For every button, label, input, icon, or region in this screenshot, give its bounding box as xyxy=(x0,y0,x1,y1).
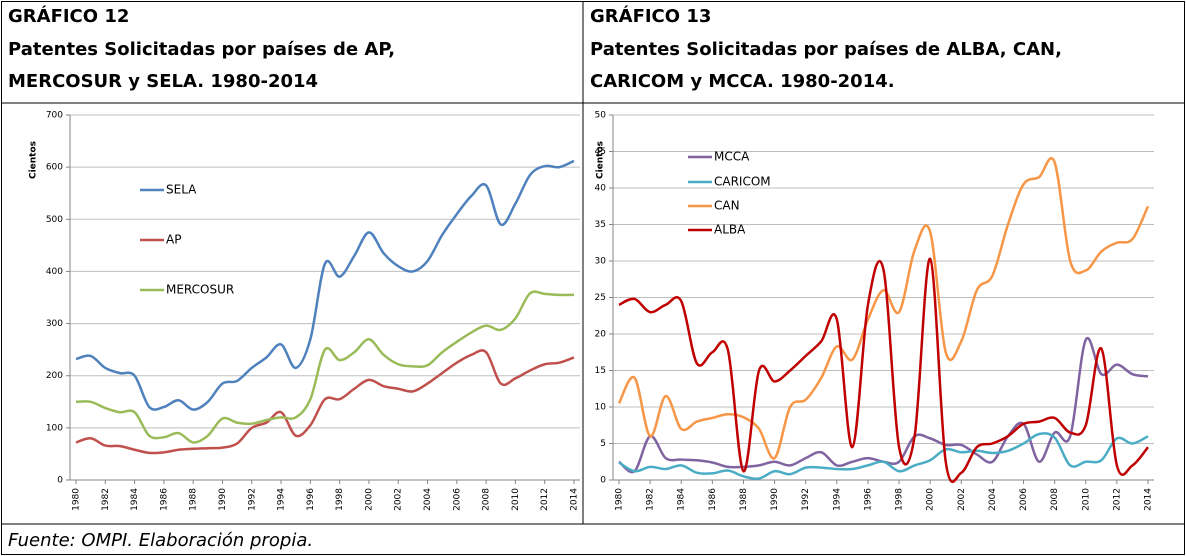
x-tick-label: 1990 xyxy=(770,488,780,511)
x-tick-label: 1996 xyxy=(863,488,873,511)
x-tick-label: 1990 xyxy=(218,488,228,511)
chart-title: MERCOSUR y SELA. 1980-2014 xyxy=(8,71,318,92)
series-line xyxy=(75,290,575,444)
x-tick-label: 2008 xyxy=(1050,488,1060,511)
x-tick-label: 2000 xyxy=(364,488,374,511)
y-tick-label: 600 xyxy=(46,163,63,173)
x-tick-label: 2002 xyxy=(957,488,967,511)
x-tick-label: 2000 xyxy=(926,488,936,511)
x-tick-label: 2014 xyxy=(1144,488,1154,511)
legend-label: MERCOSUR xyxy=(166,283,234,297)
x-tick-label: 2004 xyxy=(988,488,998,511)
x-tick-label: 2010 xyxy=(511,488,521,511)
x-tick-label: 2006 xyxy=(1019,488,1029,511)
series-line xyxy=(618,257,1149,484)
series-line xyxy=(75,159,575,411)
x-tick-label: 1994 xyxy=(277,488,287,511)
x-tick-label: 1982 xyxy=(646,488,656,511)
series-line xyxy=(75,349,575,455)
legend-label: AP xyxy=(166,233,181,247)
legend-label: ALBA xyxy=(714,223,746,237)
chart-number: GRÁFICO 12 xyxy=(8,5,129,27)
x-tick-label: 1994 xyxy=(832,488,842,511)
chart-number: GRÁFICO 13 xyxy=(590,5,711,27)
series-line xyxy=(618,336,1149,474)
y-tick-label: 40 xyxy=(595,184,607,194)
x-tick-label: 1988 xyxy=(189,488,199,511)
y-tick-label: 30 xyxy=(595,257,607,267)
x-tick-label: 2012 xyxy=(1112,488,1122,511)
x-tick-label: 2012 xyxy=(540,488,550,511)
x-tick-label: 1996 xyxy=(306,488,316,511)
x-tick-label: 1980 xyxy=(615,488,625,511)
x-tick-label: 1998 xyxy=(895,488,905,511)
y-tick-label: 20 xyxy=(595,330,607,340)
x-tick-label: 2002 xyxy=(394,488,404,511)
y-tick-label: 0 xyxy=(57,476,63,486)
y-tick-label: 700 xyxy=(46,111,63,121)
y-axis-title: Cientos xyxy=(596,141,606,179)
y-tick-label: 100 xyxy=(46,423,63,433)
y-tick-label: 500 xyxy=(46,215,63,225)
x-tick-label: 1984 xyxy=(677,488,687,511)
y-tick-label: 35 xyxy=(595,220,606,230)
x-tick-label: 2004 xyxy=(423,488,433,511)
x-tick-label: 2008 xyxy=(482,488,492,511)
chart-title: Patentes Solicitadas por países de ALBA,… xyxy=(590,39,1062,60)
y-tick-label: 15 xyxy=(595,366,606,376)
series-line xyxy=(618,432,1149,480)
x-tick-label: 1988 xyxy=(739,488,749,511)
y-tick-label: 200 xyxy=(46,371,63,381)
y-tick-label: 10 xyxy=(595,403,607,413)
x-tick-label: 2014 xyxy=(570,488,580,511)
y-axis-title: Cientos xyxy=(29,141,39,179)
x-tick-label: 1980 xyxy=(72,488,82,511)
chart-title: CARICOM y MCCA. 1980-2014. xyxy=(590,71,895,92)
legend-label: SELA xyxy=(166,183,197,197)
x-tick-label: 2006 xyxy=(452,488,462,511)
x-tick-label: 1992 xyxy=(801,488,811,511)
x-tick-label: 2010 xyxy=(1081,488,1091,511)
x-tick-label: 1984 xyxy=(130,488,140,511)
chart-title: Patentes Solicitadas por países de AP, xyxy=(8,39,395,60)
legend-label: CAN xyxy=(714,199,740,213)
y-tick-label: 5 xyxy=(600,439,606,449)
x-tick-label: 1986 xyxy=(159,488,169,511)
legend-label: MCCA xyxy=(714,150,750,164)
series-line xyxy=(617,157,1150,460)
legend-label: CARICOM xyxy=(714,175,771,189)
x-tick-label: 1998 xyxy=(335,488,345,511)
y-tick-label: 0 xyxy=(600,476,606,486)
y-tick-label: 300 xyxy=(46,319,63,329)
y-tick-label: 400 xyxy=(46,267,63,277)
y-tick-label: 45 xyxy=(595,147,606,157)
x-tick-label: 1986 xyxy=(708,488,718,511)
y-tick-label: 50 xyxy=(595,111,607,121)
x-tick-label: 1992 xyxy=(247,488,257,511)
x-tick-label: 1982 xyxy=(101,488,111,511)
source-note: Fuente: OMPI. Elaboración propia. xyxy=(8,530,313,551)
y-tick-label: 25 xyxy=(595,293,606,303)
